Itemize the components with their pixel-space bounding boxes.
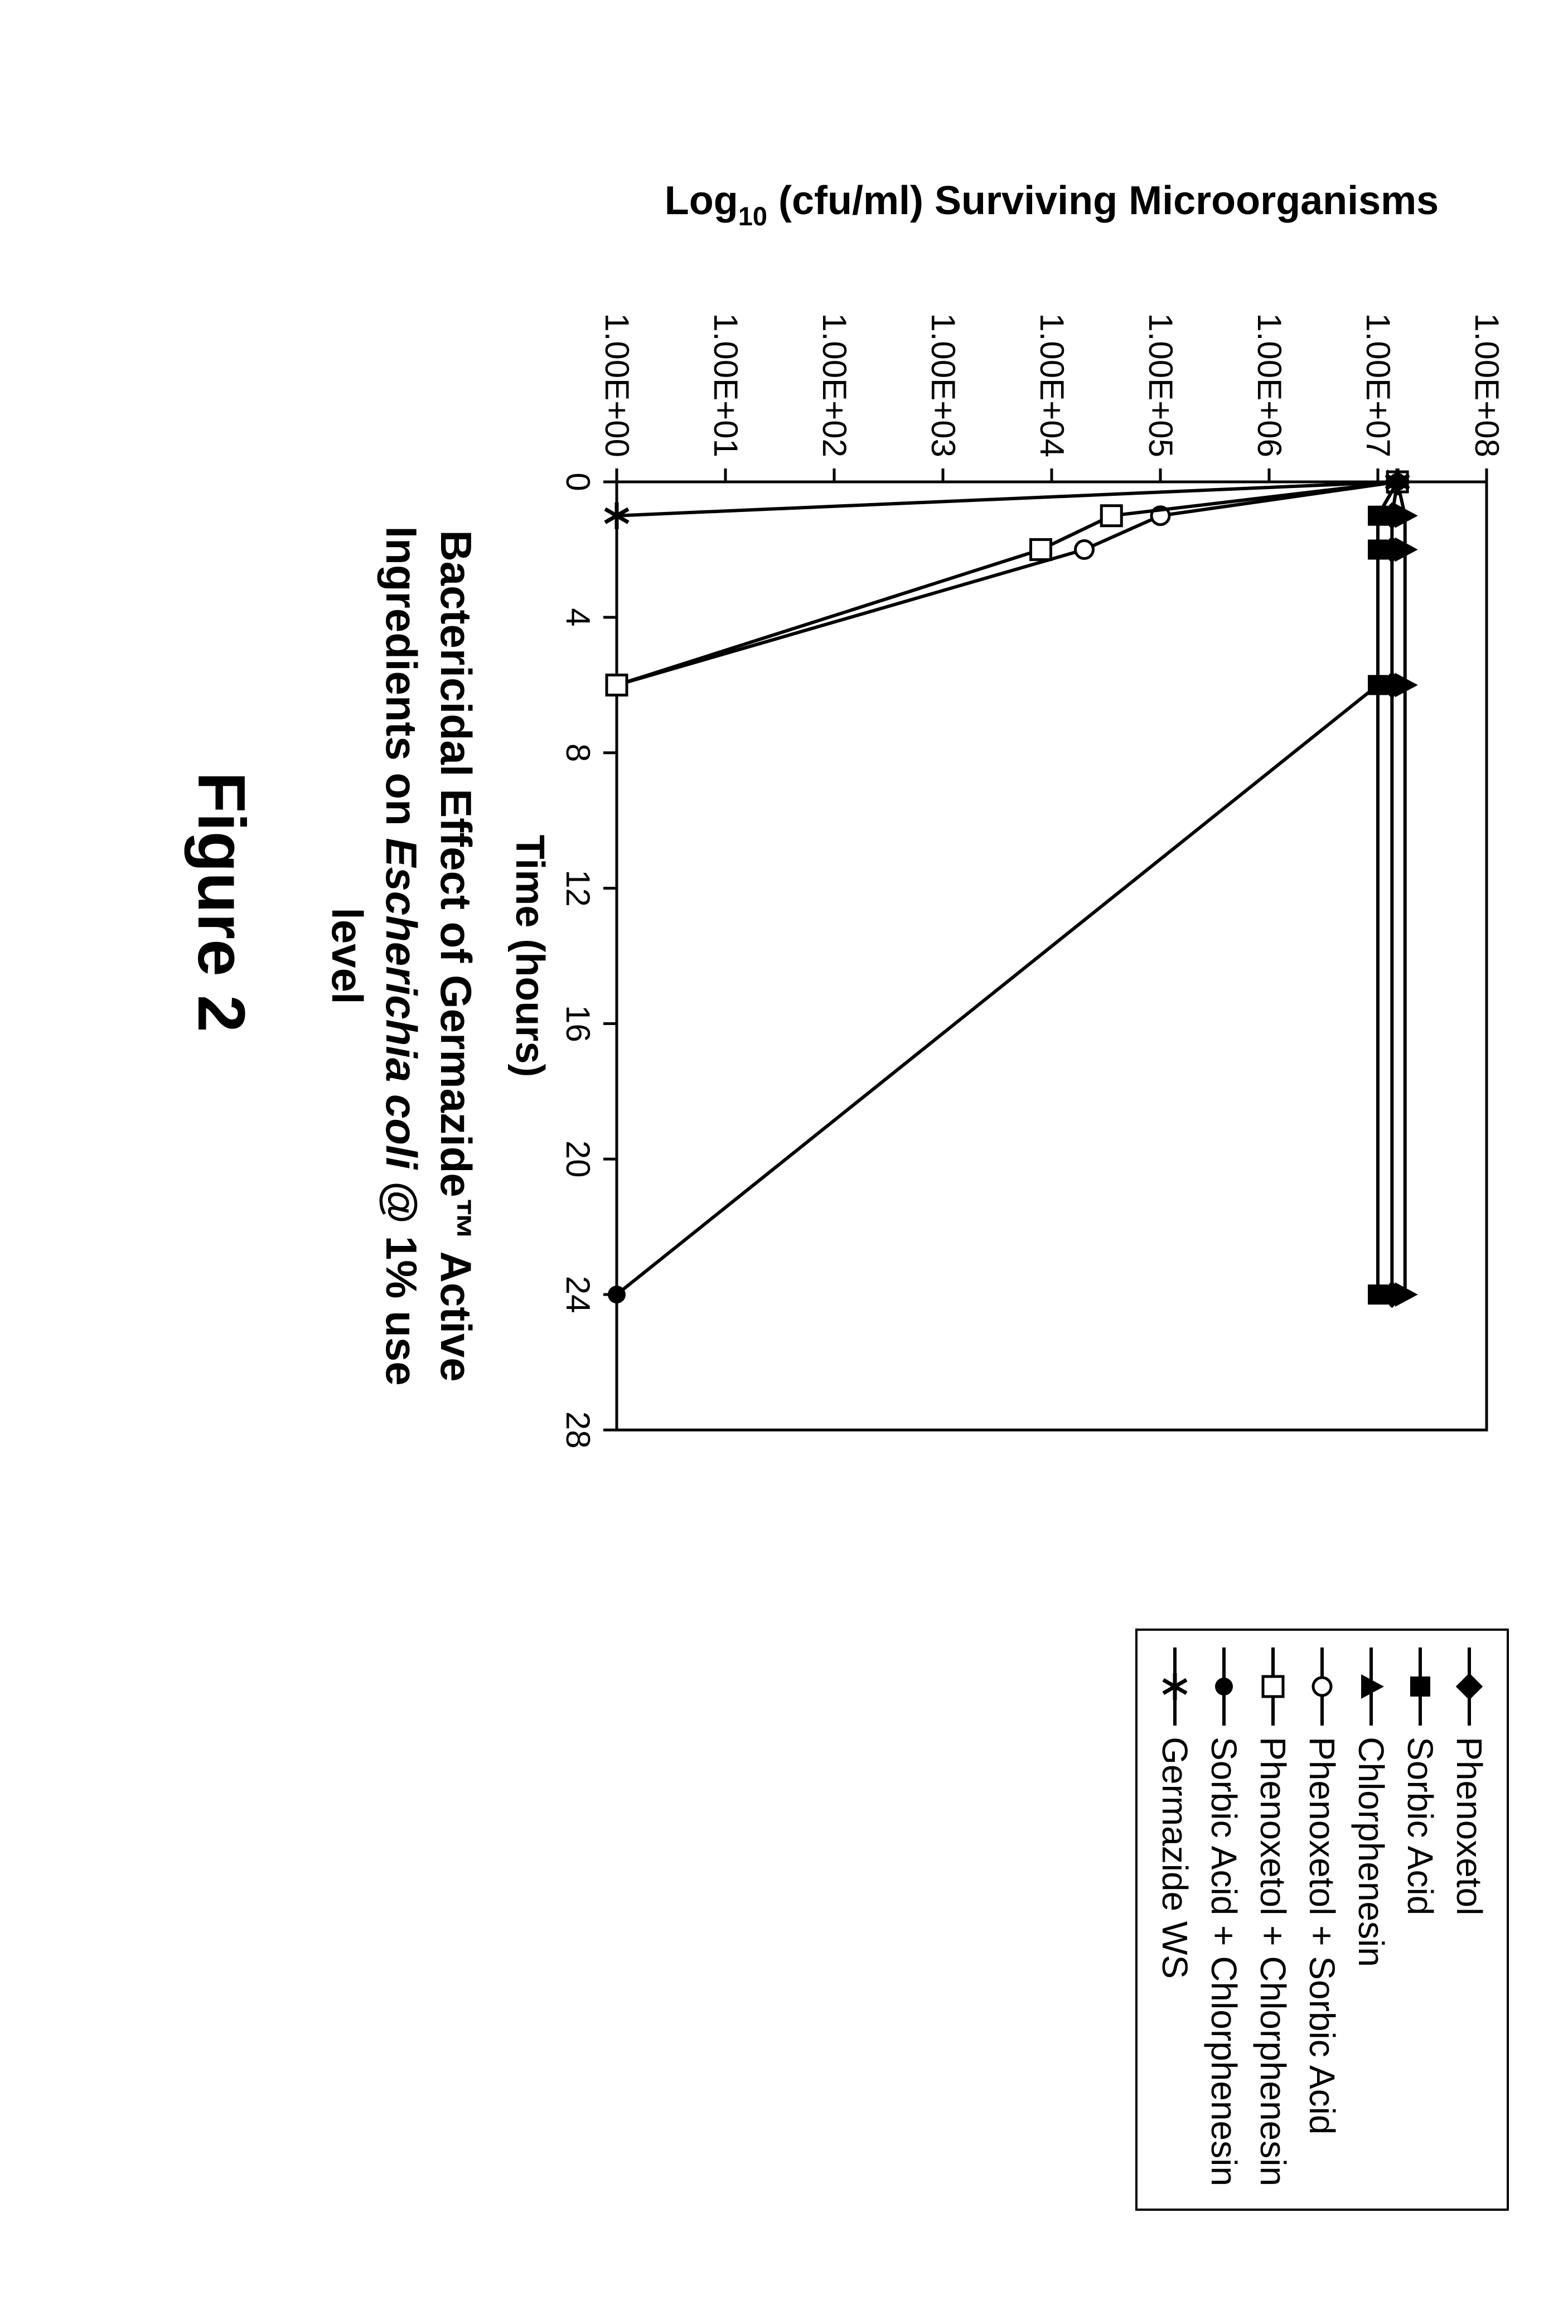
chart-legend: PhenoxetolSorbic AcidChlorphenesinPhenox… [1135,1629,1509,2211]
svg-text:12: 12 [559,869,597,907]
svg-text:1.00E+01: 1.00E+01 [707,313,744,457]
legend-row: Germazide WS [1154,1647,1196,2186]
svg-text:0: 0 [559,472,597,491]
rotated-figure-container: 1.00E+00 1.00E+01 1.00E+02 1.00E+03 1.00E+04… [81,103,1531,2222]
svg-text:4: 4 [559,608,597,626]
legend-label: Chlorphenesin [1351,1737,1392,1967]
legend-marker-icon [1357,1647,1385,1726]
chart-caption: Bactericidal Effect of Germazide™ Active… [320,482,483,1430]
svg-text:20: 20 [559,1140,597,1177]
legend-row: Sorbic Acid + Chlorphenesin [1203,1647,1245,2186]
caption-line-1: Bactericidal Effect of Germazide™ Active [429,482,483,1430]
legend-marker-icon [1406,1647,1434,1726]
caption-line-2: Ingredients on Escherichia coli @ 1% use… [320,482,429,1430]
svg-text:1.00E+03: 1.00E+03 [925,313,962,457]
legend-label: Phenoxetol + Chlorphenesin [1252,1737,1294,2186]
svg-text:1.00E+04: 1.00E+04 [1033,313,1071,457]
svg-text:1.00E+06: 1.00E+06 [1251,313,1288,457]
svg-text:24: 24 [559,1275,597,1313]
figure-number-label: Figure 2 [183,772,260,1032]
legend-marker-icon [1308,1647,1336,1726]
svg-text:16: 16 [559,1005,597,1042]
svg-text:1.00E+00: 1.00E+00 [598,313,636,457]
svg-text:1.00E+05: 1.00E+05 [1142,313,1179,457]
legend-marker-icon [1455,1647,1483,1726]
legend-row: Phenoxetol + Sorbic Acid [1301,1647,1343,2186]
legend-row: Sorbic Acid [1400,1647,1441,2186]
svg-text:1.00E+02: 1.00E+02 [816,313,853,457]
legend-marker-icon [1210,1647,1238,1726]
legend-label: Phenoxetol + Sorbic Acid [1301,1737,1343,2134]
svg-text:Log10 (cfu/ml) Surviving Micro: Log10 (cfu/ml) Surviving Microorganisms [665,178,1439,231]
legend-marker-icon [1259,1647,1287,1726]
legend-row: Phenoxetol + Chlorphenesin [1252,1647,1294,2186]
legend-label: Germazide WS [1154,1737,1196,1979]
legend-row: Chlorphenesin [1351,1647,1392,2186]
page: 1.00E+00 1.00E+01 1.00E+02 1.00E+03 1.00E+04… [22,22,1568,2302]
legend-row: Phenoxetol [1449,1647,1490,2186]
svg-text:1.00E+08: 1.00E+08 [1468,313,1506,457]
caption-line-2-prefix: Ingredients on [378,526,427,838]
legend-label: Sorbic Acid [1400,1737,1441,1915]
legend-label: Sorbic Acid + Chlorphenesin [1203,1737,1245,2186]
svg-text:Time (hours): Time (hours) [507,834,552,1077]
legend-label: Phenoxetol [1449,1737,1490,1915]
svg-text:28: 28 [559,1411,597,1448]
svg-text:8: 8 [559,743,597,762]
caption-species: Escherichia coli [378,838,427,1169]
svg-text:1.00E+07: 1.00E+07 [1359,313,1397,457]
chart-figure: 1.00E+00 1.00E+01 1.00E+02 1.00E+03 1.00E+04… [81,103,1531,2222]
legend-marker-icon [1161,1647,1189,1726]
